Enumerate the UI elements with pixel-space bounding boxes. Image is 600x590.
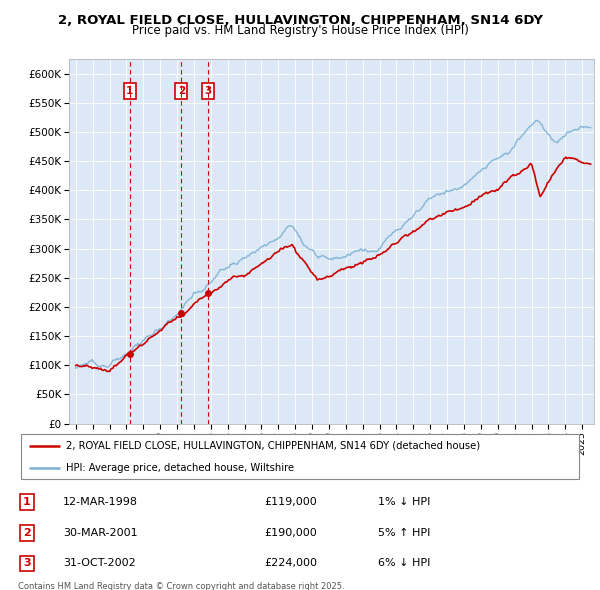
Text: 5% ↑ HPI: 5% ↑ HPI xyxy=(378,528,430,537)
Text: 2, ROYAL FIELD CLOSE, HULLAVINGTON, CHIPPENHAM, SN14 6DY (detached house): 2, ROYAL FIELD CLOSE, HULLAVINGTON, CHIP… xyxy=(66,441,480,451)
Text: £224,000: £224,000 xyxy=(264,559,317,568)
Text: Price paid vs. HM Land Registry's House Price Index (HPI): Price paid vs. HM Land Registry's House … xyxy=(131,24,469,37)
Text: 3: 3 xyxy=(23,559,31,568)
Text: 1% ↓ HPI: 1% ↓ HPI xyxy=(378,497,430,507)
Text: 31-OCT-2002: 31-OCT-2002 xyxy=(63,559,136,568)
Text: £119,000: £119,000 xyxy=(264,497,317,507)
FancyBboxPatch shape xyxy=(21,434,579,479)
Text: 2: 2 xyxy=(178,86,185,96)
Text: 6% ↓ HPI: 6% ↓ HPI xyxy=(378,559,430,568)
Text: 2, ROYAL FIELD CLOSE, HULLAVINGTON, CHIPPENHAM, SN14 6DY: 2, ROYAL FIELD CLOSE, HULLAVINGTON, CHIP… xyxy=(58,14,542,27)
Point xyxy=(176,308,186,317)
Text: Contains HM Land Registry data © Crown copyright and database right 2025.
This d: Contains HM Land Registry data © Crown c… xyxy=(18,582,344,590)
Point xyxy=(203,289,213,298)
Text: 30-MAR-2001: 30-MAR-2001 xyxy=(63,528,137,537)
Text: HPI: Average price, detached house, Wiltshire: HPI: Average price, detached house, Wilt… xyxy=(66,463,294,473)
Text: 1: 1 xyxy=(126,86,133,96)
Text: 1: 1 xyxy=(23,497,31,507)
Text: £190,000: £190,000 xyxy=(264,528,317,537)
Text: 2: 2 xyxy=(23,528,31,537)
Point xyxy=(125,349,134,359)
Text: 3: 3 xyxy=(205,86,212,96)
Text: 12-MAR-1998: 12-MAR-1998 xyxy=(63,497,138,507)
